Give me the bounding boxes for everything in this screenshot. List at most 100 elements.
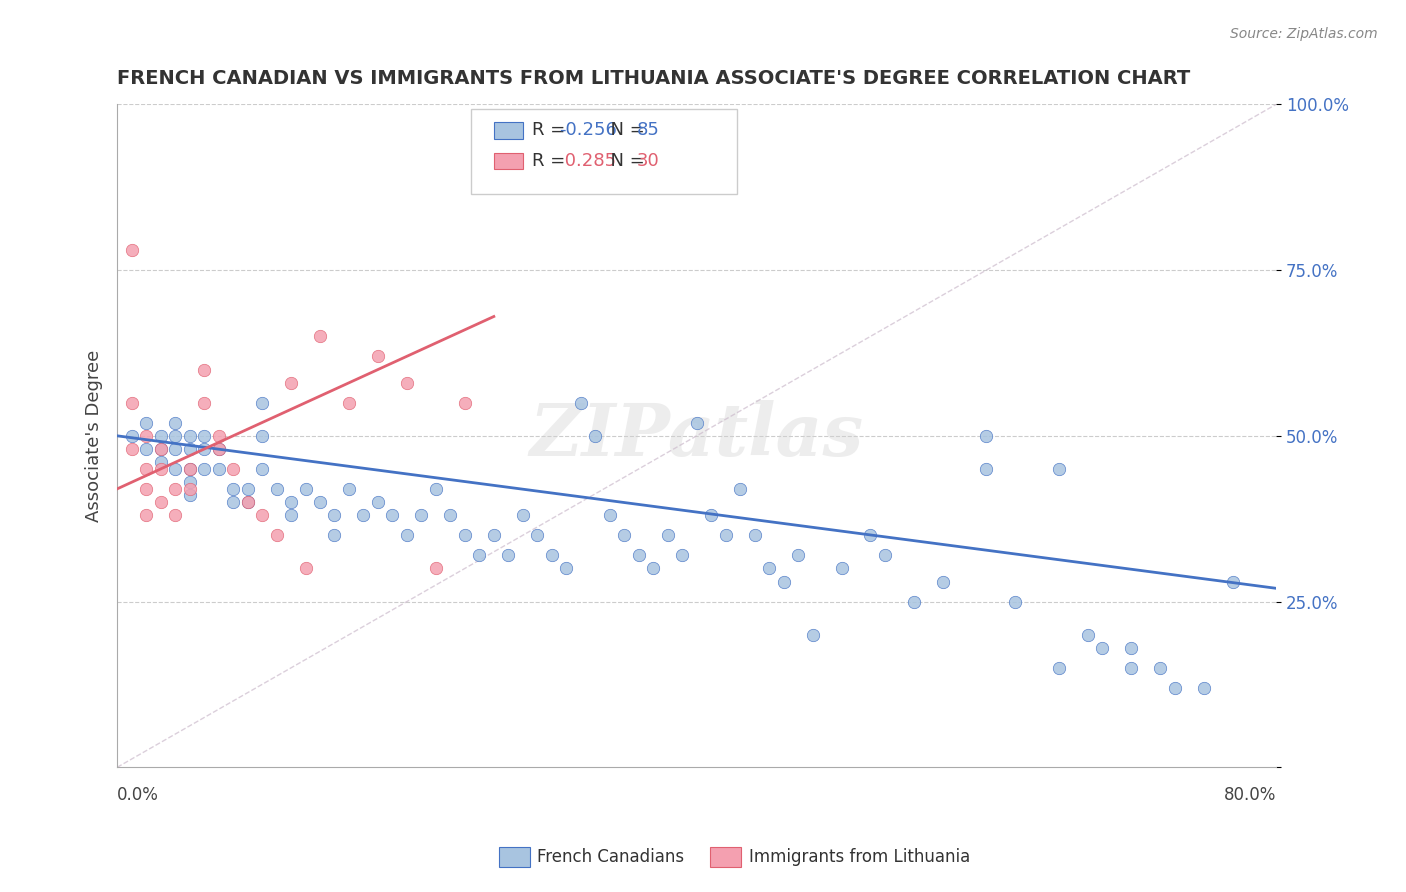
Point <box>135 416 157 430</box>
Point <box>700 508 723 523</box>
Point <box>728 482 751 496</box>
Point <box>280 495 302 509</box>
Point <box>193 429 215 443</box>
Point <box>468 548 491 562</box>
Text: Immigrants from Lithuania: Immigrants from Lithuania <box>749 848 970 866</box>
Point <box>873 548 896 562</box>
Point <box>179 442 201 456</box>
Point <box>236 495 259 509</box>
Point <box>526 528 548 542</box>
Point <box>179 429 201 443</box>
Point <box>179 488 201 502</box>
Point <box>353 508 375 523</box>
Text: R =: R = <box>531 121 571 139</box>
Point <box>149 442 172 456</box>
Point <box>179 482 201 496</box>
Point <box>482 528 505 542</box>
Point <box>165 429 187 443</box>
Point <box>135 462 157 476</box>
Point <box>454 395 477 409</box>
Point <box>179 462 201 476</box>
Point <box>1192 681 1215 695</box>
Point <box>671 548 693 562</box>
Point <box>236 495 259 509</box>
Point <box>250 462 273 476</box>
Point <box>207 442 229 456</box>
Point <box>976 462 998 476</box>
Point <box>555 561 578 575</box>
Point <box>135 508 157 523</box>
Point <box>1047 462 1070 476</box>
Point <box>121 429 143 443</box>
Point <box>599 508 621 523</box>
Point <box>772 574 794 589</box>
Point <box>323 528 346 542</box>
Text: 0.0%: 0.0% <box>117 787 159 805</box>
Text: 0.285: 0.285 <box>558 152 616 169</box>
Point <box>309 329 332 343</box>
Point <box>165 482 187 496</box>
Point <box>627 548 650 562</box>
Point <box>425 482 447 496</box>
Point <box>121 395 143 409</box>
Text: R =: R = <box>531 152 571 169</box>
Point <box>309 495 332 509</box>
Point <box>250 429 273 443</box>
Point <box>657 528 679 542</box>
Point <box>744 528 766 542</box>
Point <box>1149 661 1171 675</box>
Point <box>1091 640 1114 655</box>
Point <box>801 628 824 642</box>
Point <box>758 561 780 575</box>
Y-axis label: Associate's Degree: Associate's Degree <box>86 350 103 522</box>
Point <box>149 455 172 469</box>
Text: 30: 30 <box>637 152 659 169</box>
FancyBboxPatch shape <box>471 109 737 194</box>
Point <box>149 429 172 443</box>
Point <box>381 508 404 523</box>
Text: Source: ZipAtlas.com: Source: ZipAtlas.com <box>1230 27 1378 41</box>
Point <box>787 548 810 562</box>
Point <box>121 243 143 257</box>
Point <box>280 508 302 523</box>
Point <box>454 528 477 542</box>
Point <box>165 442 187 456</box>
Point <box>337 395 360 409</box>
Point <box>685 416 707 430</box>
Point <box>207 429 229 443</box>
Point <box>193 442 215 456</box>
Point <box>1047 661 1070 675</box>
Point <box>193 362 215 376</box>
Point <box>1222 574 1244 589</box>
Point <box>1163 681 1185 695</box>
Point <box>207 442 229 456</box>
Point <box>643 561 665 575</box>
Point <box>411 508 433 523</box>
Text: 85: 85 <box>637 121 659 139</box>
Text: -0.256: -0.256 <box>558 121 617 139</box>
Point <box>193 462 215 476</box>
Point <box>149 495 172 509</box>
Point <box>165 416 187 430</box>
Point <box>714 528 737 542</box>
Point <box>367 349 389 363</box>
Point <box>266 528 288 542</box>
Text: French Canadians: French Canadians <box>537 848 685 866</box>
Point <box>323 508 346 523</box>
Point <box>207 462 229 476</box>
Text: N =: N = <box>599 121 651 139</box>
FancyBboxPatch shape <box>494 153 523 169</box>
Point <box>367 495 389 509</box>
Point <box>540 548 562 562</box>
Point <box>236 482 259 496</box>
FancyBboxPatch shape <box>494 122 523 139</box>
Point <box>149 462 172 476</box>
Text: FRENCH CANADIAN VS IMMIGRANTS FROM LITHUANIA ASSOCIATE'S DEGREE CORRELATION CHAR: FRENCH CANADIAN VS IMMIGRANTS FROM LITHU… <box>117 69 1191 87</box>
Point <box>583 429 606 443</box>
Point <box>280 376 302 390</box>
Point <box>425 561 447 575</box>
Point <box>165 462 187 476</box>
Point <box>859 528 882 542</box>
Text: ZIPatlas: ZIPatlas <box>530 401 863 471</box>
Point <box>294 482 316 496</box>
